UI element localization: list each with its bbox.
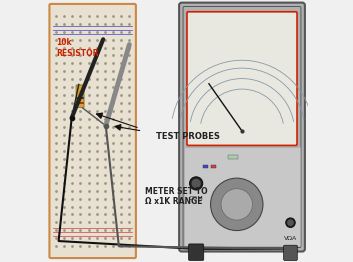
- FancyBboxPatch shape: [49, 4, 136, 258]
- Circle shape: [190, 177, 203, 190]
- FancyBboxPatch shape: [179, 3, 305, 252]
- Bar: [203, 165, 208, 168]
- Text: 10k
RESISTOR: 10k RESISTOR: [56, 38, 98, 58]
- Bar: [210, 165, 216, 168]
- Bar: [228, 155, 238, 159]
- FancyBboxPatch shape: [183, 7, 301, 248]
- Circle shape: [210, 178, 263, 231]
- FancyBboxPatch shape: [284, 245, 297, 260]
- Text: VΩA: VΩA: [284, 236, 297, 241]
- FancyBboxPatch shape: [187, 12, 297, 145]
- Circle shape: [192, 179, 200, 187]
- Circle shape: [286, 218, 295, 227]
- Circle shape: [288, 220, 293, 225]
- Text: TEST PROBES: TEST PROBES: [156, 132, 220, 141]
- FancyBboxPatch shape: [189, 244, 204, 260]
- Text: METER SET TO
Ω x1K RANGE: METER SET TO Ω x1K RANGE: [145, 187, 208, 206]
- Circle shape: [221, 189, 252, 220]
- FancyBboxPatch shape: [76, 85, 84, 107]
- FancyBboxPatch shape: [184, 147, 300, 246]
- Text: COM: COM: [189, 196, 204, 201]
